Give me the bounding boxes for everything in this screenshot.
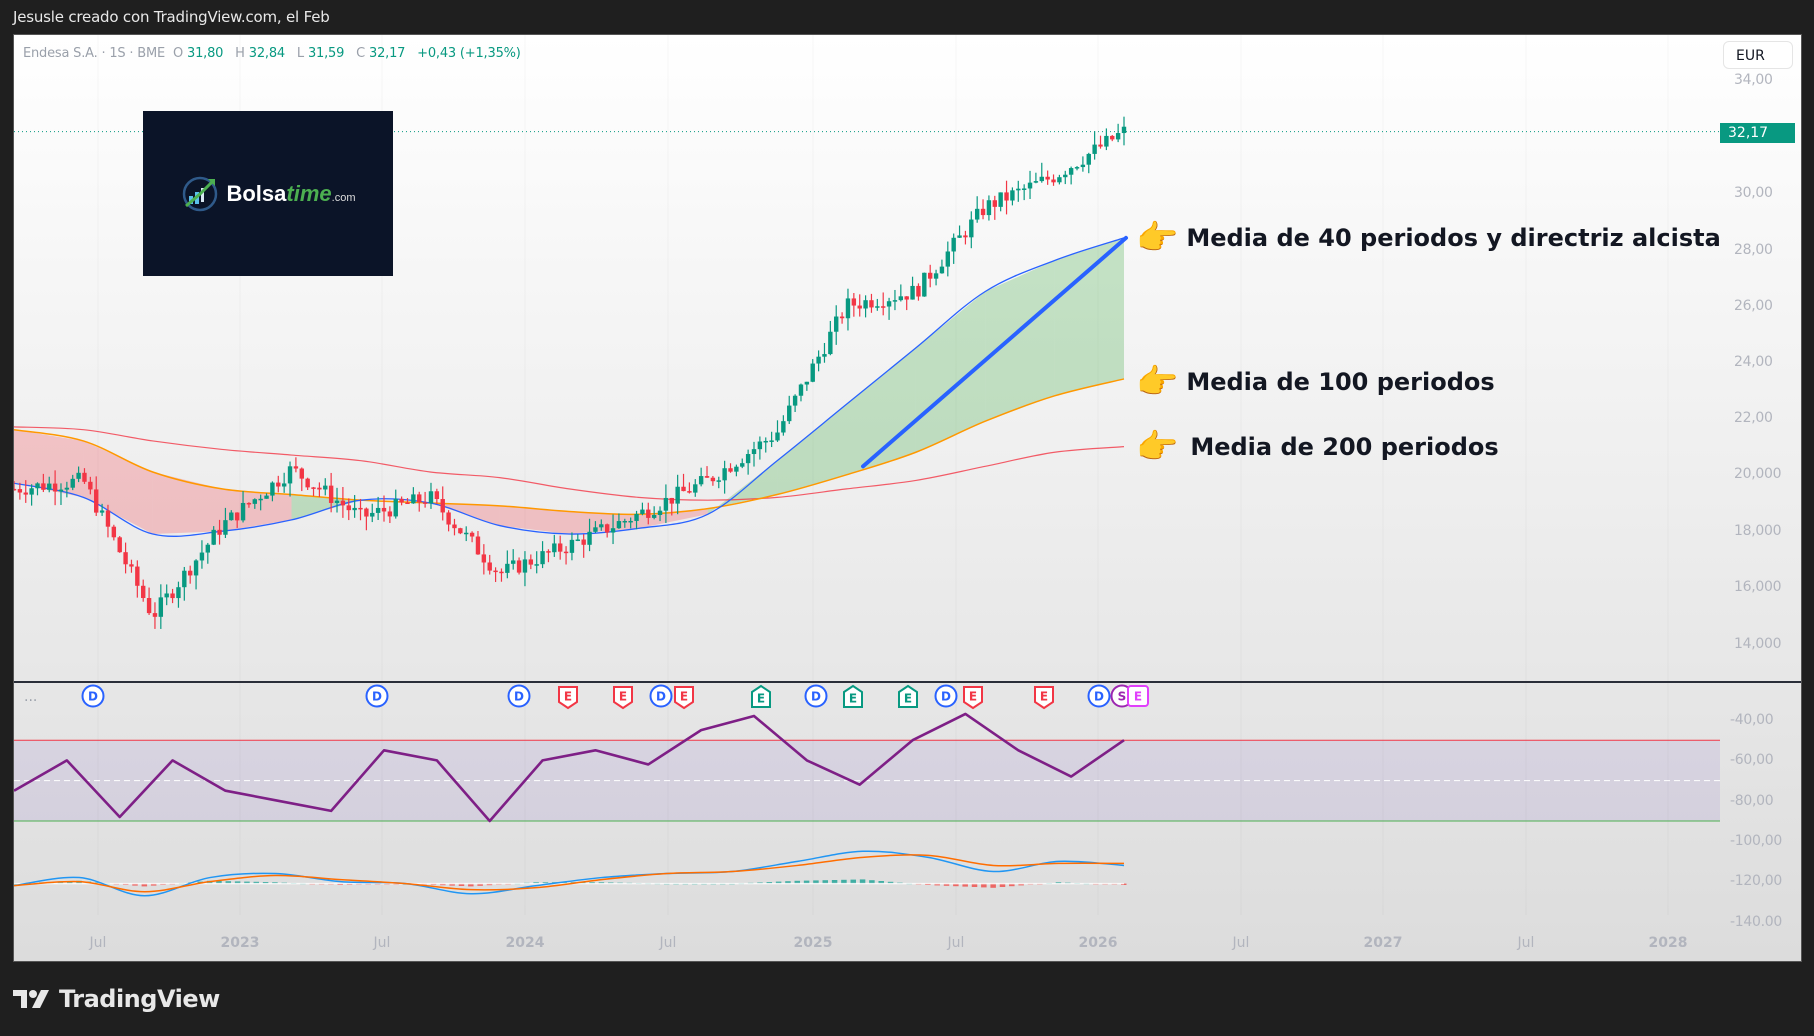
svg-text:D: D	[1094, 690, 1104, 704]
pane-divider[interactable]	[14, 681, 1801, 683]
annotation-ma200[interactable]: 👉 Media de 200 periodos	[1136, 427, 1499, 467]
svg-text:E: E	[1040, 690, 1048, 704]
last-price-tag: 32,17	[1720, 123, 1795, 143]
price-tick: 18,000	[1734, 523, 1782, 539]
earnings-miss-event-badge[interactable]: E	[611, 684, 635, 714]
change-value: +0,43 (+1,35%)	[417, 46, 521, 61]
chart-frame[interactable]: Endesa S.A. · 1S · BME O 31,80 H 32,84 L 31…	[13, 34, 1802, 962]
indicator-tick: -40,00	[1730, 712, 1774, 728]
tradingview-logo-icon	[13, 990, 49, 1008]
price-tick: 28,00	[1734, 242, 1773, 258]
bolsatime-logo: Bolsatime.com	[143, 111, 393, 276]
earnings-miss-event-badge[interactable]: E	[672, 684, 696, 714]
price-tick: 24,00	[1734, 354, 1773, 370]
price-tick: 16,000	[1734, 579, 1782, 595]
time-tick: 2023	[220, 935, 260, 951]
svg-text:D: D	[656, 690, 666, 704]
svg-text:E: E	[969, 690, 977, 704]
svg-text:E: E	[757, 692, 765, 706]
time-tick: 2024	[505, 935, 545, 951]
dividend-event-badge[interactable]: D	[81, 684, 105, 712]
currency-button[interactable]: EUR	[1723, 41, 1793, 69]
time-tick: Jul	[1232, 935, 1250, 951]
indicator-menu-button[interactable]: ···	[24, 693, 38, 709]
pointing-hand-icon: 👉	[1136, 362, 1179, 402]
low-value: 31,59	[307, 46, 345, 61]
svg-text:D: D	[88, 690, 98, 704]
svg-text:E: E	[564, 690, 572, 704]
indicator-tick: -80,00	[1730, 793, 1774, 809]
svg-text:E: E	[904, 692, 912, 706]
svg-text:D: D	[811, 690, 821, 704]
earnings-beat-event-badge[interactable]: E	[749, 684, 773, 714]
growth-chart-icon	[183, 176, 218, 211]
svg-text:D: D	[372, 690, 382, 704]
price-tick: 26,00	[1734, 298, 1773, 314]
dividend-event-badge[interactable]: D	[934, 684, 958, 712]
indicator-tick: -140.00	[1730, 914, 1782, 930]
earnings-miss-event-badge[interactable]: E	[1032, 684, 1056, 714]
dividend-event-badge[interactable]: D	[507, 684, 531, 712]
time-tick: 2027	[1363, 935, 1403, 951]
high-value: 32,84	[248, 46, 285, 61]
time-tick: Jul	[947, 935, 965, 951]
earnings-beat-event-badge[interactable]: E	[896, 684, 920, 714]
svg-text:E: E	[619, 690, 627, 704]
indicator-tick: -120,00	[1730, 873, 1782, 889]
svg-text:E: E	[849, 692, 857, 706]
price-chart-canvas[interactable]	[14, 35, 1801, 961]
time-tick: Jul	[1517, 935, 1535, 951]
chart-caption: Jesusle creado con TradingView.com, el F…	[13, 8, 330, 26]
svg-text:D: D	[514, 690, 524, 704]
tradingview-logo: TradingView	[13, 985, 220, 1013]
time-tick: Jul	[373, 935, 391, 951]
earnings-miss-event-badge[interactable]: E	[961, 684, 985, 714]
price-tick: 30,00	[1734, 185, 1773, 201]
close-value: 32,17	[369, 46, 406, 61]
price-tick: 20,000	[1734, 466, 1782, 482]
time-tick: 2028	[1648, 935, 1688, 951]
time-tick: 2025	[793, 935, 833, 951]
open-value: 31,80	[187, 46, 224, 61]
svg-text:E: E	[1134, 690, 1142, 704]
dividend-event-badge[interactable]: D	[804, 684, 828, 712]
symbol-legend: Endesa S.A. · 1S · BME O 31,80 H 32,84 L 31…	[23, 46, 521, 61]
indicator-tick: -100,00	[1730, 833, 1782, 849]
price-tick: 34,00	[1734, 72, 1773, 88]
dividend-event-badge[interactable]: D	[1087, 684, 1111, 712]
earnings-miss-event-badge[interactable]: E	[556, 684, 580, 714]
pointing-hand-icon: 👉	[1136, 218, 1179, 258]
earnings-beat-event-badge[interactable]: E	[841, 684, 865, 714]
dividend-event-badge[interactable]: D	[649, 684, 673, 712]
symbol-name: Endesa S.A. · 1S · BME	[23, 46, 166, 61]
svg-text:D: D	[941, 690, 951, 704]
annotation-ma100[interactable]: 👉 Media de 100 periodos	[1136, 362, 1495, 402]
indicator-tick: -60,00	[1730, 752, 1774, 768]
dividend-event-badge[interactable]: D	[365, 684, 389, 712]
svg-text:S: S	[1118, 690, 1127, 704]
svg-text:E: E	[680, 690, 688, 704]
annotation-ma40[interactable]: 👉 Media de 40 periodos y directriz alcis…	[1136, 218, 1721, 258]
earnings-upcoming-event-badge[interactable]: E	[1126, 684, 1150, 712]
time-tick: 2026	[1078, 935, 1118, 951]
time-tick: Jul	[659, 935, 677, 951]
pointing-hand-icon: 👉	[1136, 427, 1179, 467]
price-tick: 14,000	[1734, 636, 1782, 652]
time-tick: Jul	[89, 935, 107, 951]
price-tick: 22,00	[1734, 410, 1773, 426]
